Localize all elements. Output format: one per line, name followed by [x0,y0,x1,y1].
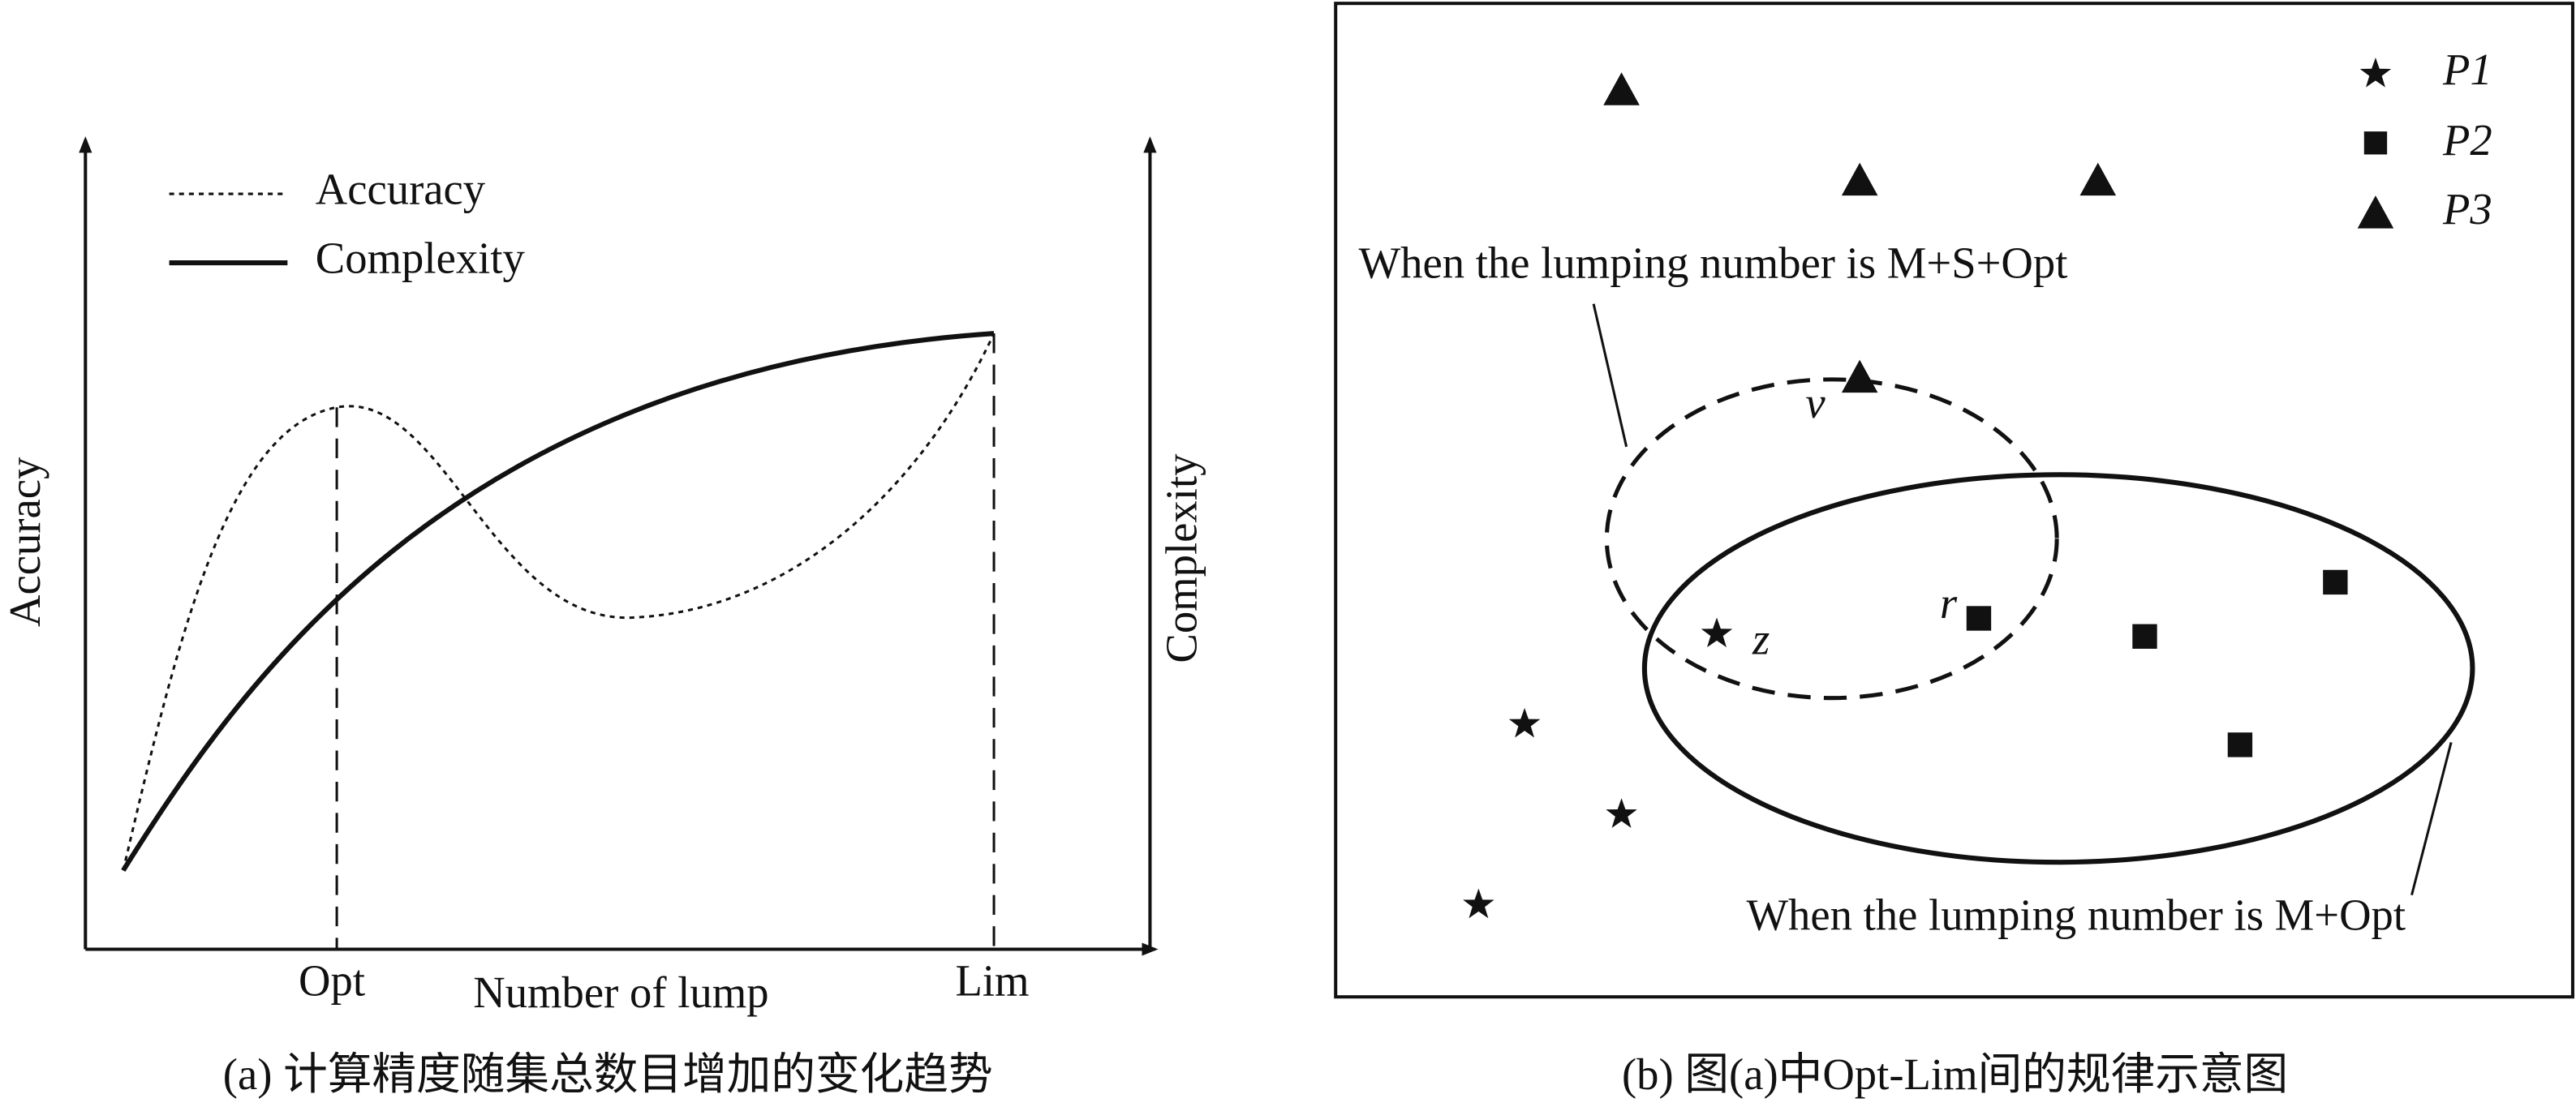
x-mark: Lim [955,956,1029,1006]
x-mark: Opt [299,956,365,1006]
y2-axis-label: Complexity [1157,453,1206,663]
panel-b [1334,2,2574,999]
triangles [1603,72,2394,393]
legend-label: P1 [2442,45,2492,94]
annotation: When the lumping number is M+Opt [1746,890,2406,940]
legend-label: P3 [2442,184,2492,234]
point-label: z [1752,614,1770,663]
point-label: r [1940,578,1958,628]
legend-label: Accuracy [316,165,486,214]
y-axis-label: Accuracy [0,457,49,627]
legend-label: P2 [2442,115,2492,165]
solid-ellipse [1641,472,2475,865]
frame [1334,2,2574,999]
x-axis-label: Number of lump [473,968,768,1017]
caption: (a) 计算精度随集总数目增加的变化趋势 [223,1049,993,1099]
caption: (b) 图(a)中Opt-Lim间的规律示意图 [1622,1049,2288,1099]
dashed-ellipse [1604,377,2059,701]
complexity-curve [121,331,995,872]
leader-line [2410,741,2453,896]
panel-a [79,136,1159,956]
annotation: When the lumping number is M+S+Opt [1359,238,2068,288]
squares [1966,131,2388,757]
accuracy-curve [122,333,996,871]
legend-label: Complexity [316,234,526,283]
stars [1463,57,2392,919]
leader-line [1592,303,1628,448]
point-label: v [1805,378,1826,427]
